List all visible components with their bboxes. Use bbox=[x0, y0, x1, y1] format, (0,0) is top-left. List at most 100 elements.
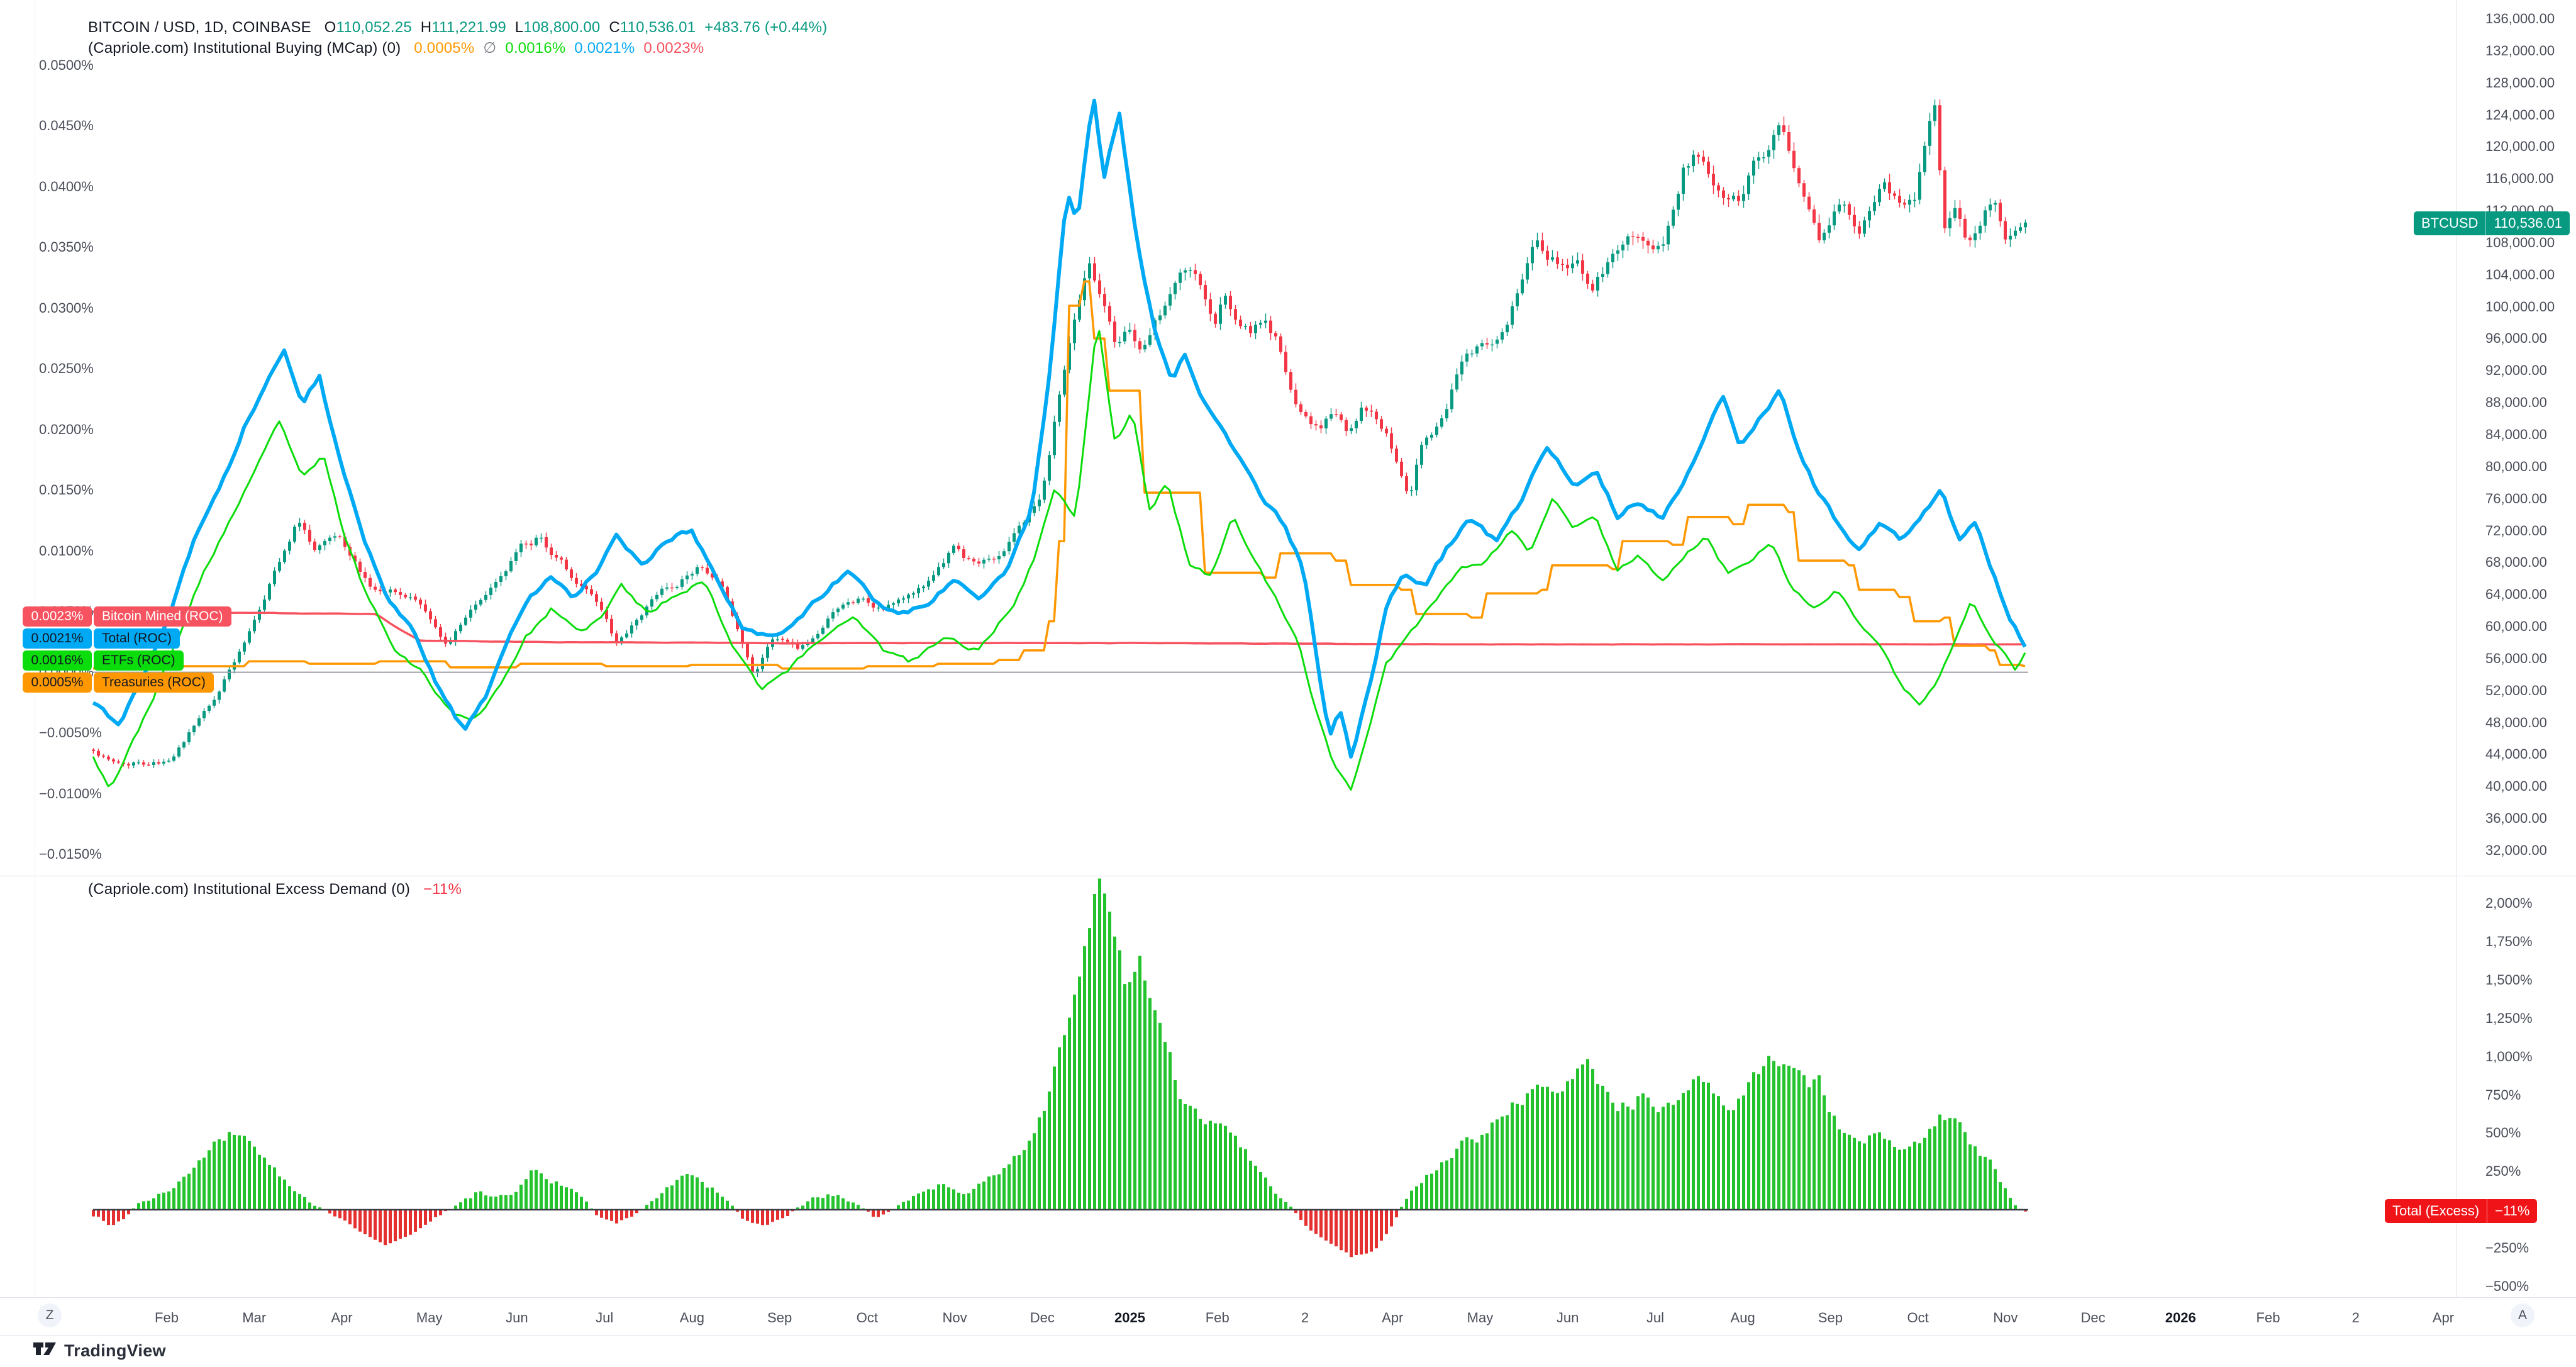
right-axis-tick: 108,000.00 bbox=[2485, 234, 2555, 250]
legend-row-total: 0.0021% Total (ROC) bbox=[23, 628, 231, 649]
excess-percent-scale[interactable]: 2,000% 1,750% 1,500% 1,250% 1,000% 750% 500% 25… bbox=[2457, 876, 2576, 1297]
left-axis-tick: 0.0150% bbox=[39, 482, 94, 498]
low-label: L bbox=[514, 19, 524, 36]
mined-label-pill: Bitcoin Mined (ROC) bbox=[94, 606, 231, 627]
time-axis-tick-year: 2026 bbox=[2165, 1310, 2196, 1325]
left-percent-scale[interactable]: 0.0500% 0.0450% 0.0400% 0.0350% 0.0300% 0.025… bbox=[0, 0, 145, 1297]
tradingview-logo-icon bbox=[33, 1342, 56, 1355]
open-label: O bbox=[324, 19, 336, 36]
total-label-pill: Total (ROC) bbox=[94, 628, 180, 649]
time-axis-tick: Jul bbox=[1646, 1310, 1664, 1325]
time-axis-tick: Jun bbox=[1556, 1310, 1579, 1325]
time-axis-tick: 2 bbox=[2351, 1310, 2360, 1325]
time-axis-tick: Oct bbox=[1907, 1310, 1929, 1325]
time-axis-tick: 2 bbox=[1301, 1310, 1309, 1325]
excess-axis-tick: 1,250% bbox=[2485, 1010, 2533, 1026]
right-axis-tick: 104,000.00 bbox=[2485, 266, 2555, 282]
excess-demand-value: −11% bbox=[423, 881, 462, 898]
symbol-header: BITCOIN / USD, 1D, COINBASE O110,052.25 … bbox=[88, 19, 827, 36]
excess-axis-tick: 250% bbox=[2485, 1163, 2521, 1180]
time-axis-tick: Feb bbox=[155, 1310, 179, 1325]
indicator-lines bbox=[92, 98, 2028, 791]
left-axis-tick: 0.0100% bbox=[39, 542, 94, 559]
indicator-treasuries-value: 0.0005% bbox=[414, 40, 475, 57]
excess-demand-title[interactable]: (Capriole.com) Institutional Excess Dema… bbox=[88, 881, 411, 898]
indicator-title[interactable]: (Capriole.com) Institutional Buying (MCa… bbox=[88, 40, 401, 57]
close-value: 110,536.01 bbox=[619, 19, 696, 36]
right-axis-tick: 52,000.00 bbox=[2485, 682, 2547, 698]
time-axis-tick: Dec bbox=[1030, 1310, 1055, 1325]
left-axis-tick: 0.0200% bbox=[39, 421, 94, 437]
time-axis-tick: Aug bbox=[679, 1310, 704, 1325]
left-axis-tick: 0.0500% bbox=[39, 57, 94, 73]
indicator-header: (Capriole.com) Institutional Buying (MCa… bbox=[88, 39, 704, 57]
right-axis-tick: 84,000.00 bbox=[2485, 427, 2547, 442]
left-axis-tick: 0.0300% bbox=[39, 299, 94, 316]
last-price-tag-symbol: BTCUSD bbox=[2414, 211, 2487, 235]
tradingview-logo[interactable]: TradingView bbox=[33, 1340, 166, 1361]
indicator-total-value: 0.0021% bbox=[574, 40, 635, 57]
right-axis-tick: 116,000.00 bbox=[2485, 170, 2554, 187]
time-axis-tick: Jul bbox=[596, 1310, 614, 1325]
time-axis-tick: Nov bbox=[942, 1310, 967, 1325]
indicator-mined-value: 0.0023% bbox=[643, 40, 704, 57]
legend-row-bitcoin-mined: 0.0023% Bitcoin Mined (ROC) bbox=[23, 606, 231, 627]
left-axis-tick: −0.0150% bbox=[39, 846, 102, 862]
time-axis-tick: Mar bbox=[242, 1310, 267, 1325]
left-axis-tick: 0.0450% bbox=[39, 118, 94, 134]
excess-axis-tick: 2,000% bbox=[2485, 895, 2533, 912]
excess-axis-tick: 500% bbox=[2485, 1125, 2521, 1141]
right-axis-tick: 124,000.00 bbox=[2485, 106, 2555, 123]
time-axis-tick: May bbox=[416, 1310, 443, 1325]
high-label: H bbox=[420, 19, 432, 36]
last-price-tag: BTCUSD 110,536.01 bbox=[2414, 211, 2570, 235]
right-price-scale[interactable]: 136,000.00 132,000.00 128,000.00 124,000.00… bbox=[2457, 0, 2576, 876]
time-axis-tick: Sep bbox=[767, 1310, 792, 1325]
excess-axis-tick: −500% bbox=[2485, 1278, 2529, 1294]
time-axis-tick: Oct bbox=[856, 1310, 878, 1325]
right-axis-tick: 44,000.00 bbox=[2485, 746, 2547, 762]
high-value: 111,221.99 bbox=[431, 19, 506, 36]
right-axis-tick: 76,000.00 bbox=[2485, 490, 2547, 506]
right-axis-tick: 48,000.00 bbox=[2485, 714, 2547, 730]
right-axis-tick: 60,000.00 bbox=[2485, 618, 2547, 635]
excess-axis-tick: −250% bbox=[2485, 1239, 2529, 1256]
time-axis-tick: Aug bbox=[1730, 1310, 1755, 1325]
treasuries-label-pill: Treasuries (ROC) bbox=[94, 672, 214, 693]
right-axis-tick: 136,000.00 bbox=[2485, 11, 2555, 26]
time-axis-tick: Feb bbox=[2256, 1310, 2280, 1325]
auto-scale-button[interactable]: A bbox=[2511, 1303, 2534, 1327]
symbol-title[interactable]: BITCOIN / USD, 1D, COINBASE bbox=[88, 19, 311, 36]
time-scale[interactable]: Feb Mar Apr May Jun Jul Aug Sep Oct Nov Dec 2025 Feb… bbox=[0, 1297, 2576, 1335]
zoom-out-button[interactable]: Z bbox=[38, 1303, 62, 1327]
time-axis-tick: Jun bbox=[506, 1310, 528, 1325]
excess-tag-value: −11% bbox=[2495, 1203, 2530, 1219]
right-axis-tick: 64,000.00 bbox=[2485, 586, 2547, 603]
right-scale-border bbox=[2456, 0, 2457, 1297]
indicator-etfs-value: 0.0016% bbox=[505, 40, 566, 57]
change-value: +483.76 (+0.44%) bbox=[704, 19, 828, 36]
tradingview-logo-text: TradingView bbox=[64, 1341, 166, 1360]
time-axis-tick: Dec bbox=[2080, 1310, 2106, 1325]
time-axis-tick: Apr bbox=[1382, 1310, 1404, 1325]
time-scale-border bbox=[0, 1297, 2576, 1298]
left-axis-tick: −0.0100% bbox=[39, 785, 102, 801]
excess-axis-tick: 1,500% bbox=[2485, 972, 2533, 988]
legend-row-etfs: 0.0016% ETFs (ROC) bbox=[23, 650, 231, 671]
right-axis-tick: 40,000.00 bbox=[2485, 778, 2547, 795]
mined-value-pill: 0.0023% bbox=[23, 606, 92, 627]
excess-demand-histogram bbox=[92, 878, 2028, 1258]
last-price-tag-value: 110,536.01 bbox=[2494, 215, 2562, 231]
treasuries-value-pill: 0.0005% bbox=[23, 672, 92, 693]
excess-demand-header: (Capriole.com) Institutional Excess Dema… bbox=[88, 881, 462, 898]
etfs-value-pill: 0.0016% bbox=[23, 650, 92, 671]
excess-axis-tick: 750% bbox=[2485, 1086, 2521, 1103]
time-axis-tick: Sep bbox=[1818, 1310, 1843, 1325]
legend-row-treasuries: 0.0005% Treasuries (ROC) bbox=[23, 672, 231, 693]
time-axis-tick-year: 2025 bbox=[1114, 1310, 1145, 1325]
left-axis-tick: 0.0350% bbox=[39, 239, 94, 255]
right-axis-tick: 120,000.00 bbox=[2485, 138, 2555, 155]
right-axis-tick: 36,000.00 bbox=[2485, 810, 2547, 827]
right-axis-tick: 56,000.00 bbox=[2485, 650, 2547, 666]
left-axis-tick: −0.0050% bbox=[39, 725, 102, 741]
